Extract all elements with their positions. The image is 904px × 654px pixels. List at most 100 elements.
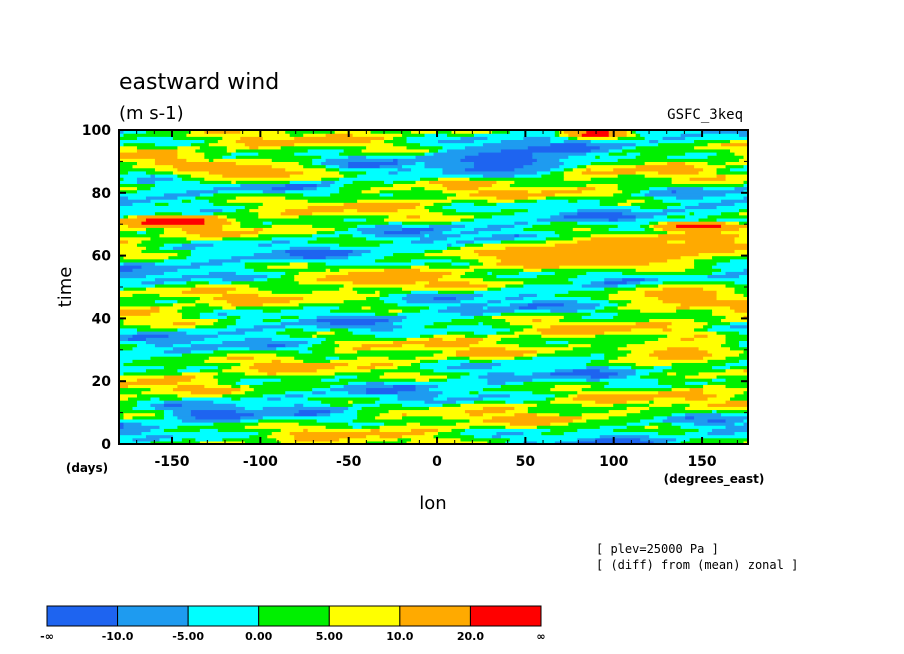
heatmap-cell [577,199,601,203]
heatmap-cell [635,283,659,288]
heatmap-cell [271,239,291,244]
heatmap-cell [424,233,430,238]
heatmap-cell [294,142,394,147]
heatmap-cell [136,378,192,382]
heatmap-cell [280,315,300,319]
heatmap-cell [442,170,538,175]
heatmap-cell [204,221,232,225]
heatmap-cell [316,368,372,373]
heatmap-cell [271,243,340,247]
heatmap-cell [222,293,259,298]
heatmap-cell [599,378,659,382]
heatmap-cell [119,422,125,426]
heatmap-cell [433,396,448,401]
heatmap-cell [649,186,668,191]
colorbar-label: ∞ [536,630,545,643]
heatmap-cell [177,327,237,332]
heatmap-cell [316,318,390,323]
heatmap-cell [199,428,219,433]
heatmap-cell [694,145,748,150]
heatmap-cell [267,371,277,376]
heatmap-cell [707,396,731,401]
colorbar-swatch [399,605,471,627]
heatmap-cell [424,186,448,191]
heatmap-cell [298,409,331,414]
heatmap-cell [163,415,179,420]
heatmap-cell [671,384,704,389]
heatmap-cell [177,155,205,159]
heatmap-cell [730,346,748,351]
heatmap-cell [208,258,241,263]
heatmap-cell [366,296,381,301]
heatmap-cell [177,393,223,398]
heatmap-cell [424,324,448,329]
heatmap-cell [595,400,628,404]
heatmap-cell [568,343,592,348]
heatmap-cell [339,170,367,175]
heatmap-cell [150,324,196,329]
heatmap-cell [186,280,210,285]
heatmap-cell [550,422,569,426]
heatmap-cell [379,403,403,407]
heatmap-cell [154,161,237,166]
heatmap-cell [707,214,748,219]
heatmap-cell [469,371,489,376]
heatmap-cell [420,177,439,181]
heatmap-cell [703,324,713,329]
heatmap-cell [181,211,214,216]
heatmap-cell [119,133,125,137]
heatmap-cell [213,211,259,216]
heatmap-cell [608,381,659,385]
heatmap-cell [581,412,628,417]
heatmap-cell [375,365,399,370]
heatmap-cell [163,428,201,433]
heatmap-cell [649,371,668,376]
heatmap-cell [473,236,515,241]
heatmap-cell [514,180,673,184]
heatmap-cell [352,249,372,254]
heatmap-cell [703,186,736,191]
heatmap-cell [163,230,187,235]
heatmap-cell [119,142,125,147]
heatmap-cell [433,296,457,301]
heatmap-cell [119,378,138,382]
heatmap-cell [276,352,435,357]
heatmap-cell [141,431,259,436]
heatmap-cell [649,261,695,266]
heatmap-cell [312,290,358,294]
heatmap-cell [325,158,394,162]
heatmap-cell [658,378,713,382]
heatmap-cell [289,334,313,338]
heatmap-cell [303,296,367,301]
heatmap-cell [586,164,637,169]
heatmap-cell [393,321,435,326]
heatmap-cell [325,274,444,279]
heatmap-cell [482,406,515,411]
heatmap-cell [330,412,358,417]
heatmap-cell [217,330,246,335]
heatmap-cell [240,378,282,382]
heatmap-cell [626,199,646,203]
heatmap-cell [226,145,250,150]
heatmap-cell [267,396,282,401]
heatmap-cell [712,265,748,269]
heatmap-cell [181,305,223,310]
heatmap-cell [577,437,596,442]
heatmap-cell [487,299,502,304]
heatmap-cell [446,195,497,200]
heatmap-cell [460,136,489,141]
heatmap-cell [536,305,596,310]
y-axis-units: (days) [66,461,108,475]
heatmap-cell [563,315,583,319]
heatmap-cell [294,403,304,407]
heatmap-cell [671,362,727,367]
heatmap-cell [739,274,748,279]
heatmap-cell [743,164,748,169]
heatmap-cell [631,327,664,332]
heatmap-cell [312,233,340,238]
heatmap-cell [370,249,426,254]
heatmap-cell [397,161,417,166]
heatmap-cell [595,155,601,159]
heatmap-cell [186,255,232,260]
heatmap-cell [640,151,686,156]
